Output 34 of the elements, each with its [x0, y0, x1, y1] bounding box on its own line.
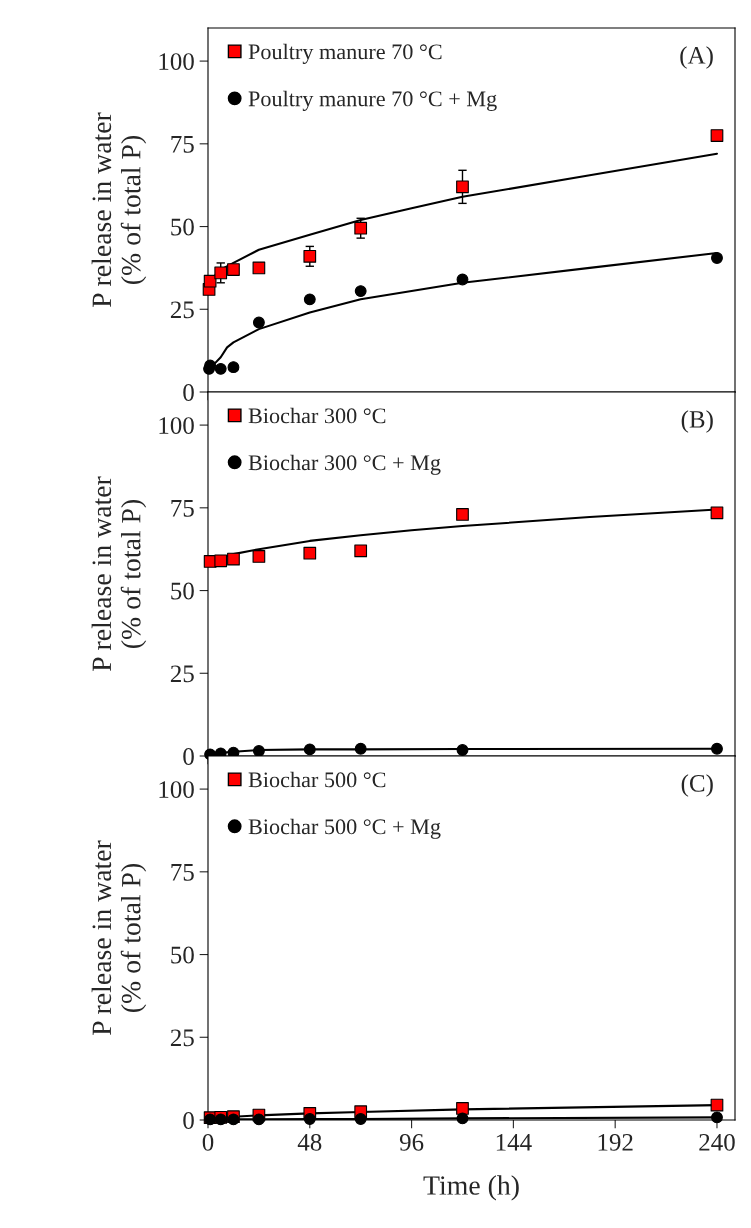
x-tick-label: 144	[496, 1134, 532, 1151]
y-tick-label: 100	[159, 53, 194, 71]
annotation: (B)	[681, 410, 713, 433]
y-axis-title: P release in water (% of total P)	[91, 840, 147, 1036]
y-tick-label: 0	[183, 1112, 194, 1129]
legend-label: Biochar 500 °C	[248, 771, 386, 788]
legend-label: Biochar 300 °C	[248, 407, 386, 424]
y-tick-label: 75	[171, 500, 194, 517]
x-tick-label: 240	[699, 1133, 735, 1151]
y-tick-label: 25	[170, 665, 194, 683]
legend-label: Poultry manure 70 °C	[248, 43, 442, 64]
y-tick-label: 25	[170, 1029, 194, 1047]
y-tick-label: 0	[183, 384, 194, 401]
legend-label: Biochar 500 °C + Mg	[248, 818, 441, 839]
y-tick-label: 0	[183, 748, 194, 765]
legend-label: Poultry manure 70 °C + Mg	[248, 90, 497, 111]
y-tick-label: 100	[159, 417, 194, 435]
x-tick-label: 0	[202, 1133, 214, 1151]
x-axis-title: Time (h)	[423, 1175, 519, 1201]
legend-label: Biochar 300 °C + Mg	[248, 454, 441, 475]
y-tick-label: 50	[171, 582, 194, 600]
y-tick-label: 25	[170, 301, 194, 319]
x-tick-label: 96	[399, 1133, 424, 1151]
y-axis-title: P release in water (% of total P)	[91, 112, 147, 308]
y-tick-label: 100	[159, 781, 194, 799]
annotation: (A)	[680, 46, 713, 69]
y-tick-label: 50	[171, 218, 194, 236]
y-tick-label: 50	[171, 946, 194, 964]
annotation: (C)	[681, 774, 713, 797]
x-tick-label: 192	[598, 1133, 633, 1151]
x-tick-label: 48	[297, 1133, 322, 1151]
y-axis-title: P release in water (% of total P)	[91, 476, 147, 672]
y-tick-label: 75	[171, 864, 194, 881]
y-tick-label: 75	[171, 136, 194, 153]
